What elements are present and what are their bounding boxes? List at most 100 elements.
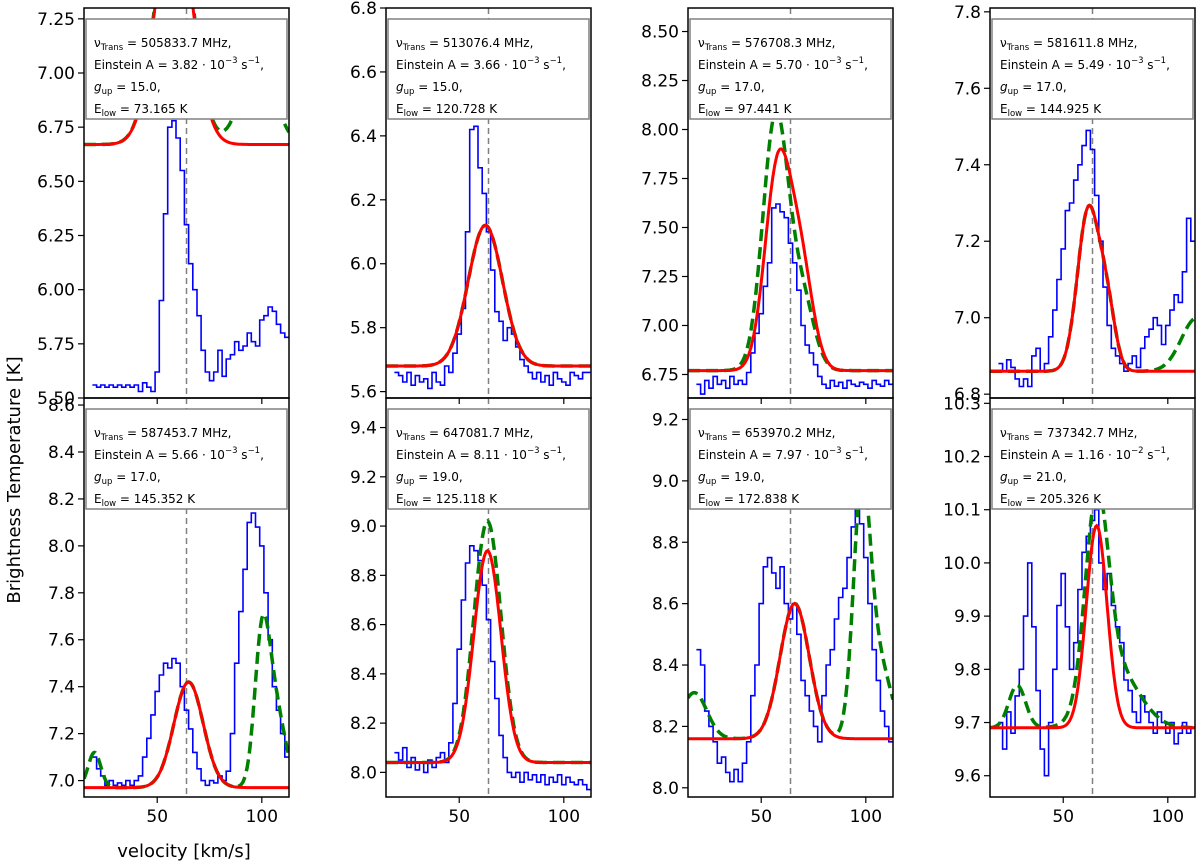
einstein-unit-exponent: −1 — [550, 56, 563, 66]
frequency-value: = 576708.3 MHz, — [727, 36, 835, 50]
nu-symbol: ν — [94, 36, 101, 50]
observed-spectrum-line — [998, 129, 1195, 388]
observed-spectrum-line — [998, 508, 1195, 777]
y-tick-label: 8.2 — [48, 490, 75, 510]
panel-frame — [687, 397, 894, 798]
frequency-value: = 737342.7 MHz, — [1029, 426, 1137, 440]
y-tick-label: 9.0 — [350, 517, 377, 537]
elow-value: = 144.925 K — [1022, 102, 1102, 116]
x-tick-label: 100 — [1152, 807, 1184, 827]
low-subscript: low — [404, 109, 419, 119]
low-subscript: low — [404, 499, 419, 509]
elow-value: = 73.165 K — [116, 102, 188, 116]
e-symbol: E — [698, 102, 706, 116]
y-axis-label: Brightness Temperature [K] — [4, 356, 25, 603]
e-symbol: E — [396, 492, 404, 506]
panel-top-2: νTrans = 513076.4 MHz, Einstein A = 3.66 … — [350, 0, 592, 404]
trans-subscript: Trans — [1006, 433, 1030, 443]
g-symbol: g — [94, 80, 102, 94]
y-tick-label: 7.25 — [37, 10, 75, 30]
einstein-unit: s — [539, 448, 549, 462]
einstein-unit: s — [841, 58, 851, 72]
g-symbol: g — [396, 80, 404, 94]
y-tick-label: 8.8 — [350, 566, 377, 586]
e-symbol: E — [396, 102, 404, 116]
info-box — [991, 18, 1194, 120]
info-gup: gup = 17.0, — [698, 80, 765, 97]
y-tick-label: 9.2 — [350, 468, 377, 488]
model-single-molecule-line — [688, 147, 893, 373]
einstein-mantissa: Einstein A = 8.11 · 10 — [396, 448, 527, 462]
einstein-exponent: −3 — [527, 56, 540, 66]
trans-subscript: Trans — [704, 43, 728, 53]
gup-value: = 15.0, — [414, 80, 462, 94]
panel-frame — [83, 397, 290, 798]
low-subscript: low — [102, 109, 117, 119]
einstein-unit: s — [1143, 448, 1153, 462]
gup-value: = 17.0, — [112, 470, 160, 484]
info-frequency: νTrans = 576708.3 MHz, — [698, 36, 835, 53]
elow-value: = 172.838 K — [720, 492, 800, 506]
x-tick-label: 50 — [146, 807, 168, 827]
einstein-unit-exponent: −1 — [248, 56, 261, 66]
info-einstein-a: Einstein A = 1.16 · 10−2 s−1, — [1000, 446, 1170, 462]
elow-value: = 97.441 K — [720, 102, 792, 116]
observed-spectrum-line — [696, 203, 893, 395]
y-tick-label: 7.00 — [37, 64, 75, 84]
einstein-comma: , — [1166, 448, 1170, 462]
low-subscript: low — [706, 499, 721, 509]
gup-value: = 15.0, — [112, 80, 160, 94]
y-tick-label: 8.50 — [641, 23, 679, 43]
observed-spectrum-line — [92, 119, 289, 393]
y-tick-label: 6.8 — [954, 385, 981, 405]
einstein-exponent: −3 — [225, 446, 238, 456]
gup-value: = 21.0, — [1018, 470, 1066, 484]
y-tick-label: 6.2 — [350, 191, 377, 211]
x-tick-label: 100 — [548, 807, 580, 827]
info-elow: Elow = 205.326 K — [1000, 492, 1102, 509]
y-tick-label: 10.2 — [943, 448, 981, 468]
plot-area — [990, 8, 1195, 398]
einstein-unit: s — [237, 448, 247, 462]
observed-spectrum-line — [696, 504, 893, 783]
y-tick-label: 6.4 — [350, 127, 377, 147]
info-elow: Elow = 120.728 K — [396, 102, 498, 119]
y-tick-label: 7.2 — [954, 232, 981, 252]
info-gup: gup = 17.0, — [94, 470, 161, 487]
trans-subscript: Trans — [402, 433, 426, 443]
frequency-value: = 587453.7 MHz, — [123, 426, 231, 440]
info-einstein-a: Einstein A = 3.66 · 10−3 s−1, — [396, 56, 566, 72]
up-subscript: up — [706, 477, 717, 487]
y-tick-label: 7.0 — [954, 309, 981, 329]
trans-subscript: Trans — [704, 433, 728, 443]
g-symbol: g — [1000, 470, 1008, 484]
info-frequency: νTrans = 647081.7 MHz, — [396, 426, 533, 443]
y-tick-label: 8.4 — [652, 656, 679, 676]
y-tick-label: 7.25 — [641, 267, 679, 287]
info-frequency: νTrans = 513076.4 MHz, — [396, 36, 533, 53]
einstein-unit-exponent: −1 — [852, 446, 865, 456]
info-einstein-a: Einstein A = 7.97 · 10−3 s−1, — [698, 446, 868, 462]
info-gup: gup = 21.0, — [1000, 470, 1067, 487]
info-frequency: νTrans = 581611.8 MHz, — [1000, 36, 1137, 53]
y-tick-label: 8.00 — [641, 121, 679, 141]
einstein-mantissa: Einstein A = 3.66 · 10 — [396, 58, 527, 72]
frequency-value: = 505833.7 MHz, — [123, 36, 231, 50]
einstein-exponent: −2 — [1131, 446, 1144, 456]
panels: νTrans = 505833.7 MHz,Einstein A = 3.82 … — [37, 0, 1196, 827]
einstein-comma: , — [260, 448, 264, 462]
up-subscript: up — [1008, 477, 1019, 487]
y-tick-label: 6.50 — [37, 172, 75, 192]
info-gup: gup = 19.0, — [698, 470, 765, 487]
info-box — [85, 18, 288, 120]
x-axis-label: velocity [km/s] — [117, 841, 251, 862]
nu-symbol: ν — [1000, 36, 1007, 50]
x-tick-label: 50 — [750, 807, 772, 827]
info-einstein-a: Einstein A = 5.66 · 10−3 s−1, — [94, 446, 264, 462]
y-tick-label: 9.6 — [954, 767, 981, 787]
y-tick-label: 10.1 — [943, 501, 981, 521]
y-tick-label: 8.8 — [652, 533, 679, 553]
frequency-value: = 581611.8 MHz, — [1029, 36, 1137, 50]
y-tick-label: 9.9 — [954, 607, 981, 627]
